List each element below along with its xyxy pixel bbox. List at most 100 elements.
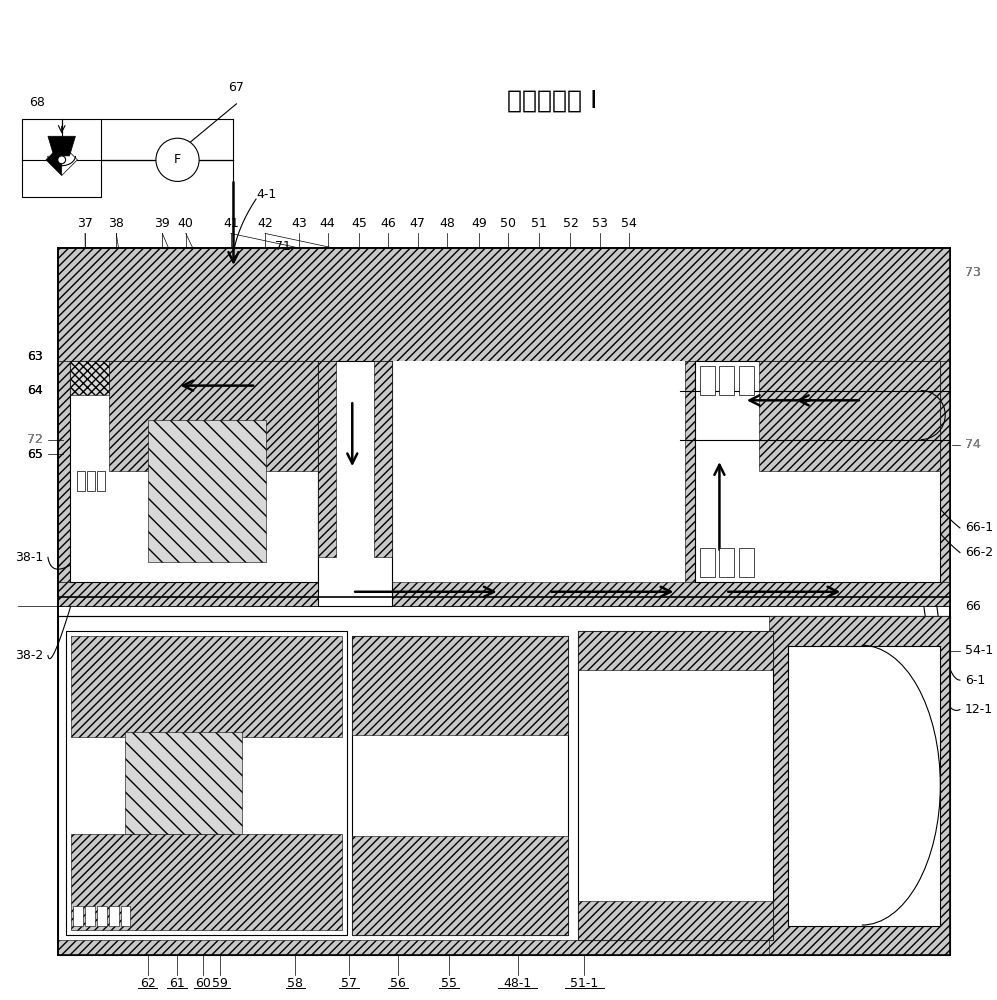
Bar xyxy=(374,361,392,557)
Text: 43: 43 xyxy=(291,217,307,230)
Text: 51-1: 51-1 xyxy=(570,977,598,990)
Bar xyxy=(769,616,950,955)
Polygon shape xyxy=(48,136,76,156)
Text: 45: 45 xyxy=(351,217,367,230)
Bar xyxy=(58,248,950,361)
Text: 66-1: 66-1 xyxy=(965,521,993,534)
Bar xyxy=(685,361,950,582)
Text: 63: 63 xyxy=(27,350,43,363)
Bar xyxy=(85,906,95,926)
Bar xyxy=(22,119,101,197)
Text: 72: 72 xyxy=(27,433,43,446)
Bar xyxy=(352,636,568,935)
Bar xyxy=(58,361,323,582)
Text: 47: 47 xyxy=(410,217,426,230)
Text: 38-1: 38-1 xyxy=(15,551,43,564)
Text: 64: 64 xyxy=(27,384,43,397)
Bar xyxy=(58,616,950,955)
Text: 56: 56 xyxy=(390,977,406,990)
Text: 44: 44 xyxy=(320,217,336,230)
Bar xyxy=(70,361,109,395)
Text: 54: 54 xyxy=(621,217,637,230)
Text: 64: 64 xyxy=(27,384,43,397)
Bar xyxy=(58,582,950,606)
Text: 65: 65 xyxy=(27,448,43,461)
Text: 40: 40 xyxy=(177,217,193,230)
Bar xyxy=(323,361,450,582)
Text: 65: 65 xyxy=(27,448,43,461)
Text: 41: 41 xyxy=(223,217,238,230)
Text: 73: 73 xyxy=(965,266,981,279)
Text: 72: 72 xyxy=(27,433,43,446)
Bar xyxy=(352,636,568,735)
Text: 66: 66 xyxy=(965,600,981,613)
Bar xyxy=(720,366,734,395)
Bar xyxy=(125,732,242,834)
Text: 74: 74 xyxy=(965,438,981,451)
Text: 39: 39 xyxy=(155,217,170,230)
Text: 63: 63 xyxy=(27,350,43,363)
Bar xyxy=(121,906,131,926)
Text: 46: 46 xyxy=(381,217,396,230)
Bar xyxy=(58,248,950,955)
Bar xyxy=(78,471,85,491)
Bar xyxy=(97,471,105,491)
Polygon shape xyxy=(46,144,62,176)
Text: 54-1: 54-1 xyxy=(965,644,993,657)
Bar xyxy=(109,906,119,926)
Bar xyxy=(759,361,940,471)
Text: 48: 48 xyxy=(440,217,455,230)
Bar xyxy=(578,901,774,940)
Bar xyxy=(739,548,754,577)
Text: 4-1: 4-1 xyxy=(256,188,276,201)
Bar xyxy=(700,548,715,577)
Bar xyxy=(695,361,940,582)
Text: 50: 50 xyxy=(499,217,515,230)
Text: 61: 61 xyxy=(169,977,184,990)
Text: 74: 74 xyxy=(965,438,981,451)
Text: 57: 57 xyxy=(341,977,357,990)
Text: 6-1: 6-1 xyxy=(965,674,985,687)
Text: 60: 60 xyxy=(195,977,211,990)
Bar xyxy=(71,834,342,930)
Bar xyxy=(97,906,107,926)
Bar xyxy=(149,420,266,562)
Bar xyxy=(58,940,950,955)
Text: 67: 67 xyxy=(228,81,244,94)
Text: 38: 38 xyxy=(109,217,125,230)
Circle shape xyxy=(58,156,66,164)
Bar xyxy=(70,361,318,582)
Text: 52: 52 xyxy=(562,217,578,230)
Bar xyxy=(720,548,734,577)
Bar xyxy=(700,366,715,395)
Text: 局部放大图 I: 局部放大图 I xyxy=(507,89,598,113)
Text: 12-1: 12-1 xyxy=(965,703,993,716)
Text: 73: 73 xyxy=(965,266,981,279)
Polygon shape xyxy=(62,144,78,176)
Bar xyxy=(578,631,774,940)
Text: F: F xyxy=(173,153,181,166)
Text: 71: 71 xyxy=(274,240,290,253)
Bar xyxy=(66,631,347,935)
Bar xyxy=(109,361,318,471)
Bar xyxy=(323,361,685,582)
Bar xyxy=(789,646,940,926)
Bar xyxy=(352,836,568,935)
Text: 48-1: 48-1 xyxy=(503,977,531,990)
Text: 59: 59 xyxy=(212,977,228,990)
Bar xyxy=(318,361,392,606)
Text: 55: 55 xyxy=(441,977,457,990)
Bar xyxy=(87,471,95,491)
Bar xyxy=(71,636,342,737)
Text: 66-2: 66-2 xyxy=(965,546,993,559)
Text: 51: 51 xyxy=(531,217,547,230)
Text: 68: 68 xyxy=(29,96,45,109)
Text: 53: 53 xyxy=(592,217,608,230)
Text: 62: 62 xyxy=(140,977,156,990)
Text: 42: 42 xyxy=(257,217,273,230)
Bar xyxy=(74,906,84,926)
Bar xyxy=(739,366,754,395)
Bar xyxy=(318,361,336,557)
Text: 37: 37 xyxy=(77,217,93,230)
Circle shape xyxy=(156,138,199,181)
